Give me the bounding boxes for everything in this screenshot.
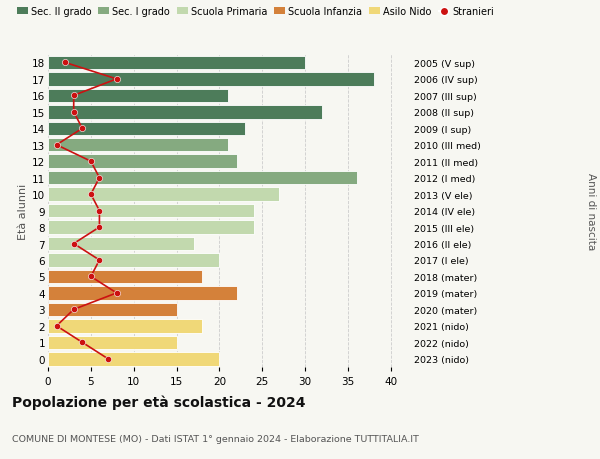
Bar bbox=[48, 286, 236, 300]
Bar bbox=[48, 106, 322, 119]
Bar bbox=[48, 155, 236, 168]
Text: Anni di nascita: Anni di nascita bbox=[586, 173, 596, 250]
Bar bbox=[48, 319, 202, 333]
Bar bbox=[48, 254, 220, 267]
Bar bbox=[48, 270, 202, 284]
Bar bbox=[48, 188, 280, 202]
Bar bbox=[48, 139, 228, 152]
Bar bbox=[48, 352, 220, 366]
Bar bbox=[48, 56, 305, 70]
Bar bbox=[48, 221, 254, 234]
Bar bbox=[48, 73, 374, 86]
Bar bbox=[48, 336, 176, 349]
Bar bbox=[48, 122, 245, 136]
Bar bbox=[48, 237, 194, 251]
Legend: Sec. II grado, Sec. I grado, Scuola Primaria, Scuola Infanzia, Asilo Nido, Stran: Sec. II grado, Sec. I grado, Scuola Prim… bbox=[17, 7, 494, 17]
Bar bbox=[48, 172, 356, 185]
Bar bbox=[48, 204, 254, 218]
Bar bbox=[48, 90, 228, 103]
Text: COMUNE DI MONTESE (MO) - Dati ISTAT 1° gennaio 2024 - Elaborazione TUTTITALIA.IT: COMUNE DI MONTESE (MO) - Dati ISTAT 1° g… bbox=[12, 434, 419, 442]
Bar bbox=[48, 303, 176, 316]
Y-axis label: Età alunni: Età alunni bbox=[18, 183, 28, 239]
Text: Popolazione per età scolastica - 2024: Popolazione per età scolastica - 2024 bbox=[12, 395, 305, 409]
